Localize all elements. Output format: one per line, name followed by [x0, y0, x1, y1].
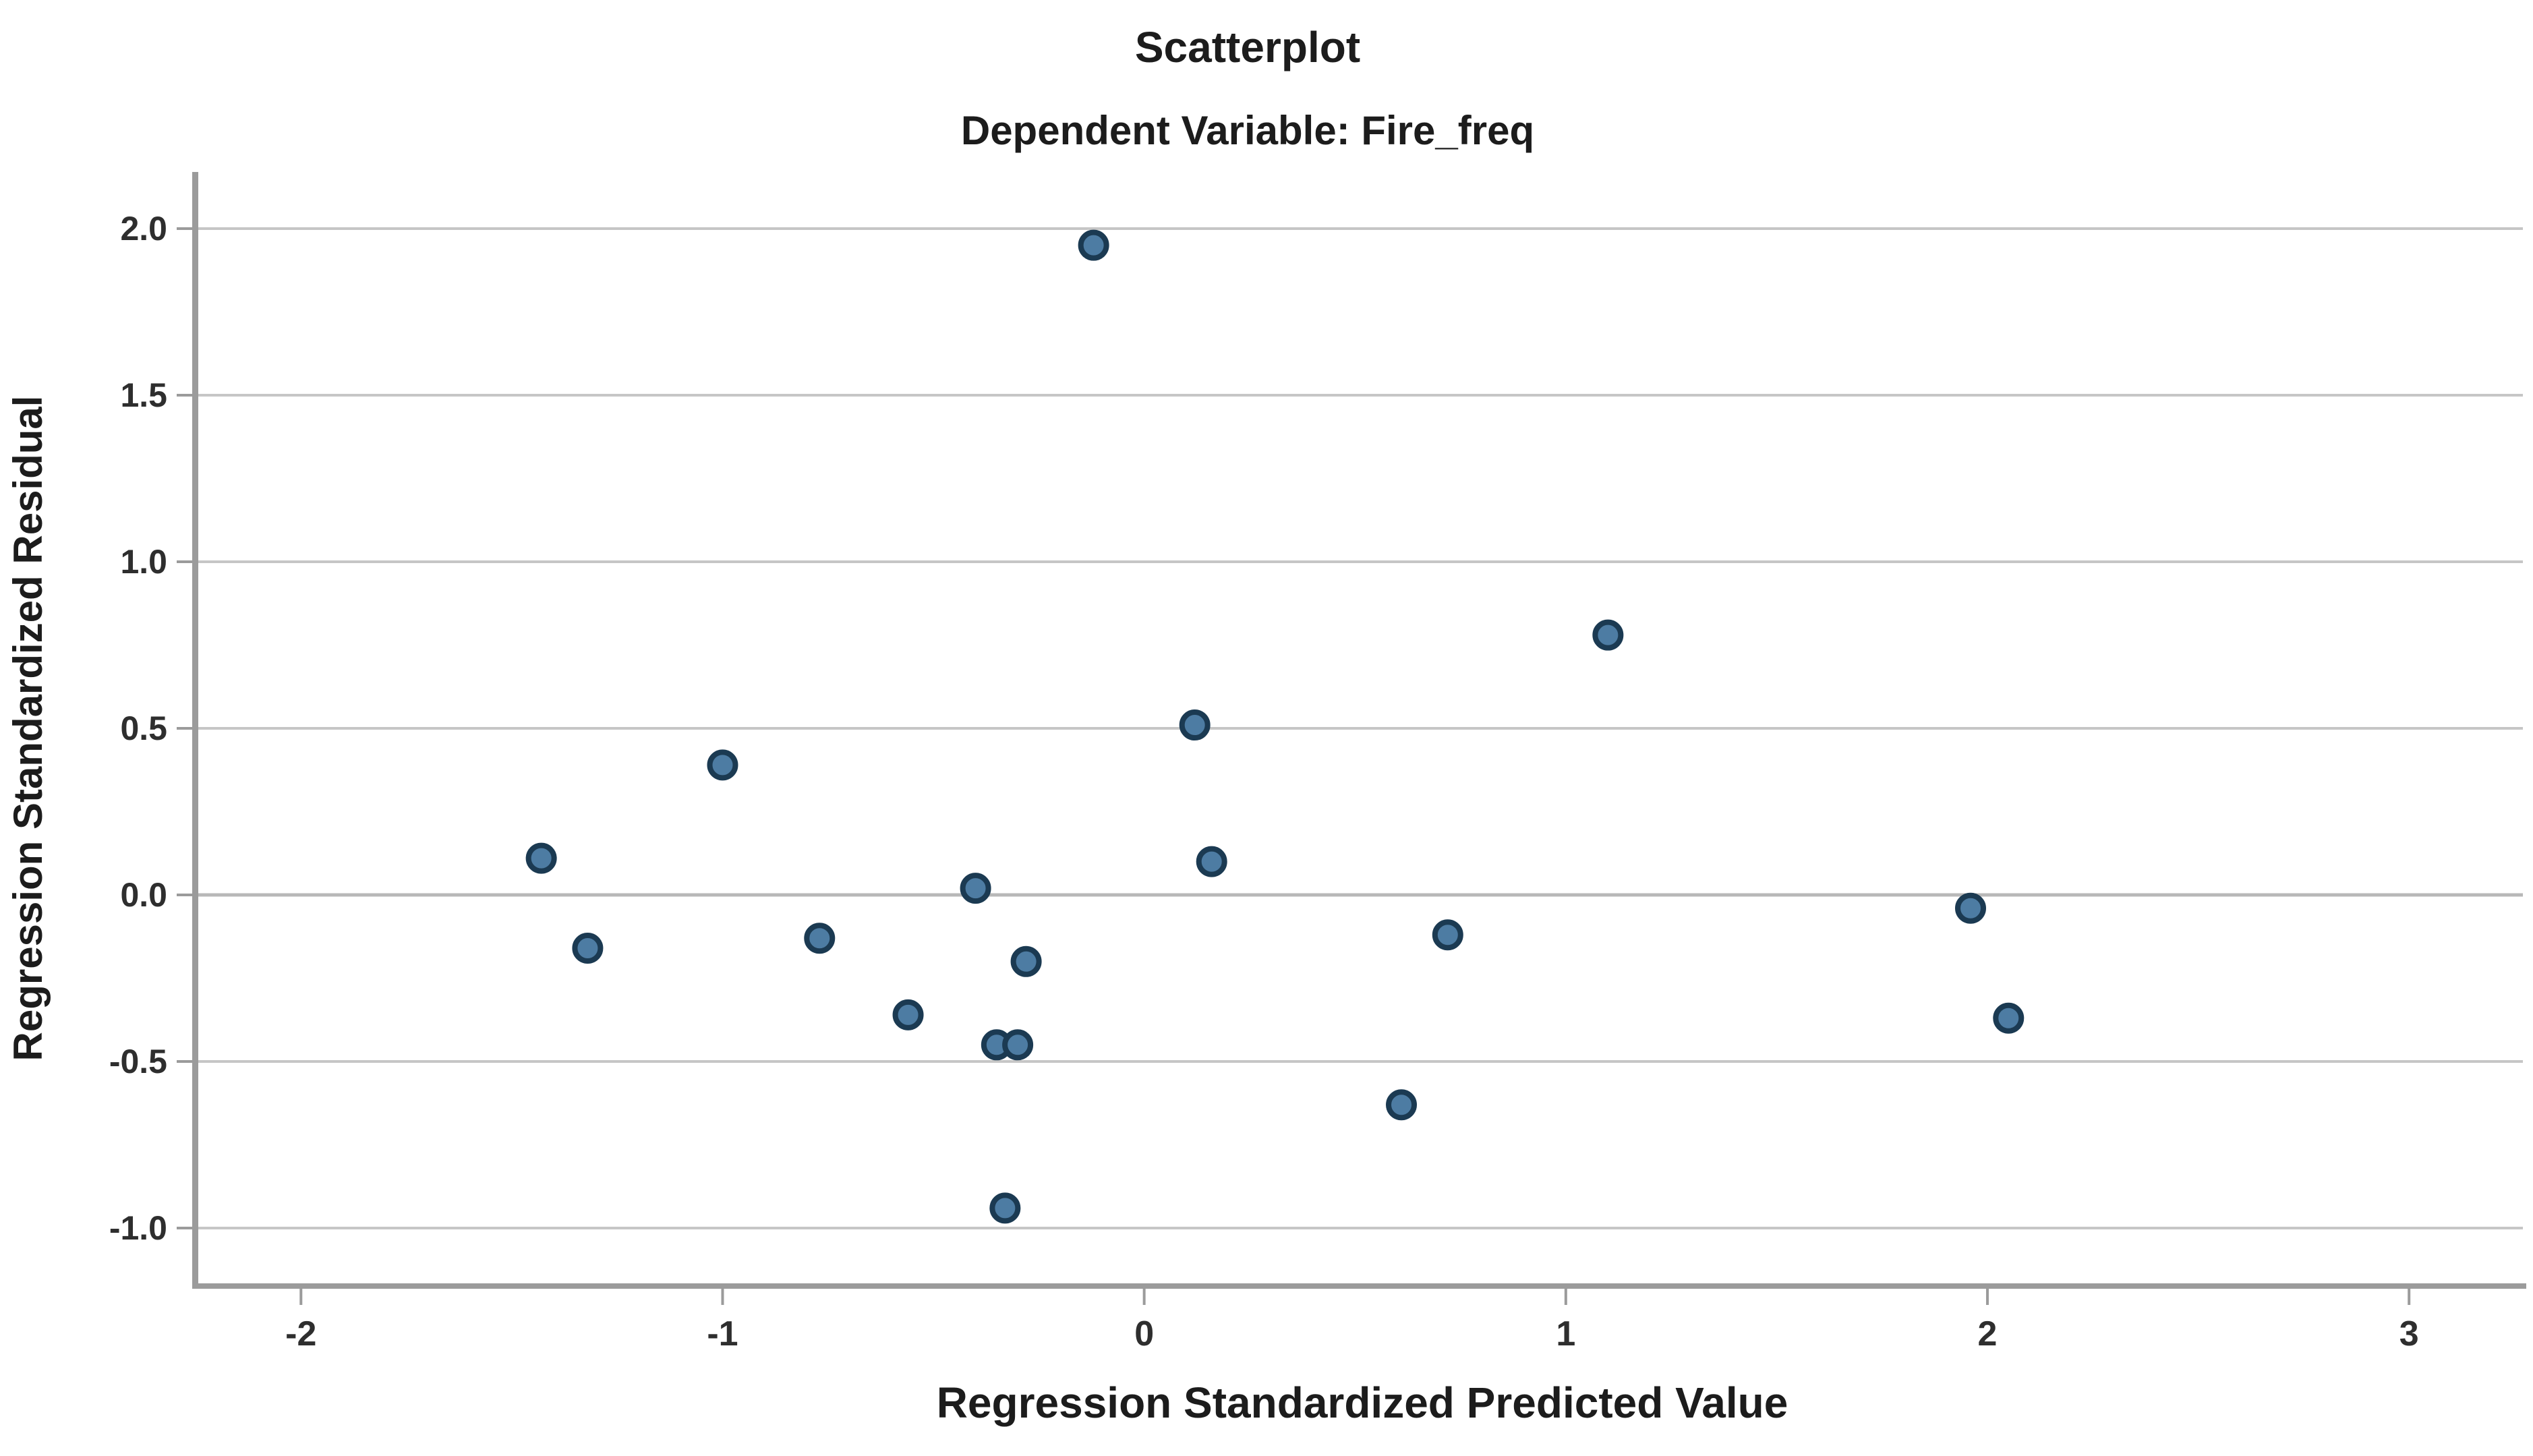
y-tick-label: 1.0 — [120, 543, 167, 581]
data-point — [1196, 846, 1227, 877]
data-point — [1010, 945, 1042, 977]
data-point — [1386, 1089, 1418, 1121]
data-point — [1592, 619, 1624, 651]
data-point — [989, 1192, 1021, 1224]
gridlines-layer — [196, 227, 2523, 1230]
x-axis-spine — [192, 1283, 2526, 1289]
data-point — [1179, 709, 1211, 741]
y-tick-label: -0.5 — [109, 1043, 167, 1080]
y-tick-label: -1.0 — [109, 1209, 167, 1247]
y-tick-label: 0.5 — [120, 709, 167, 747]
x-tick-label: 3 — [2399, 1314, 2419, 1353]
data-point — [892, 999, 924, 1030]
axis-spines-layer — [192, 172, 2526, 1289]
chart-subtitle: Dependent Variable: Fire_freq — [961, 108, 1534, 153]
data-point — [572, 933, 604, 964]
data-point — [1002, 1029, 1034, 1061]
data-points-layer — [525, 229, 2025, 1224]
y-axis-title: Regression Standardized Residual — [5, 396, 51, 1061]
x-tick-label: -2 — [285, 1314, 316, 1353]
data-point — [960, 873, 991, 904]
x-axis-title: Regression Standardized Predicted Value — [937, 1378, 1788, 1427]
data-point — [1078, 229, 1109, 261]
y-axis-spine — [192, 172, 198, 1289]
x-tick-label: 1 — [1556, 1314, 1575, 1353]
x-tick-label: -1 — [707, 1314, 738, 1353]
x-tick-label: 0 — [1134, 1314, 1154, 1353]
tick-labels-layer: 2.0 1.5 1.0 0.5 0.0 -0.5 -1.0 -2 -1 0 1 2 3 — [109, 210, 2419, 1353]
data-point — [804, 923, 836, 954]
data-point — [1432, 919, 1463, 951]
y-tick-label: 0.0 — [120, 876, 167, 914]
chart-title: Scatterplot — [1135, 23, 1360, 71]
data-point — [1955, 892, 1987, 924]
tick-marks-layer — [177, 227, 2411, 1305]
x-tick-label: 2 — [1978, 1314, 1998, 1353]
y-tick-label: 2.0 — [120, 210, 167, 247]
data-point — [525, 842, 557, 874]
data-point — [1993, 1002, 2025, 1034]
y-tick-label: 1.5 — [120, 376, 167, 414]
data-point — [707, 749, 738, 781]
